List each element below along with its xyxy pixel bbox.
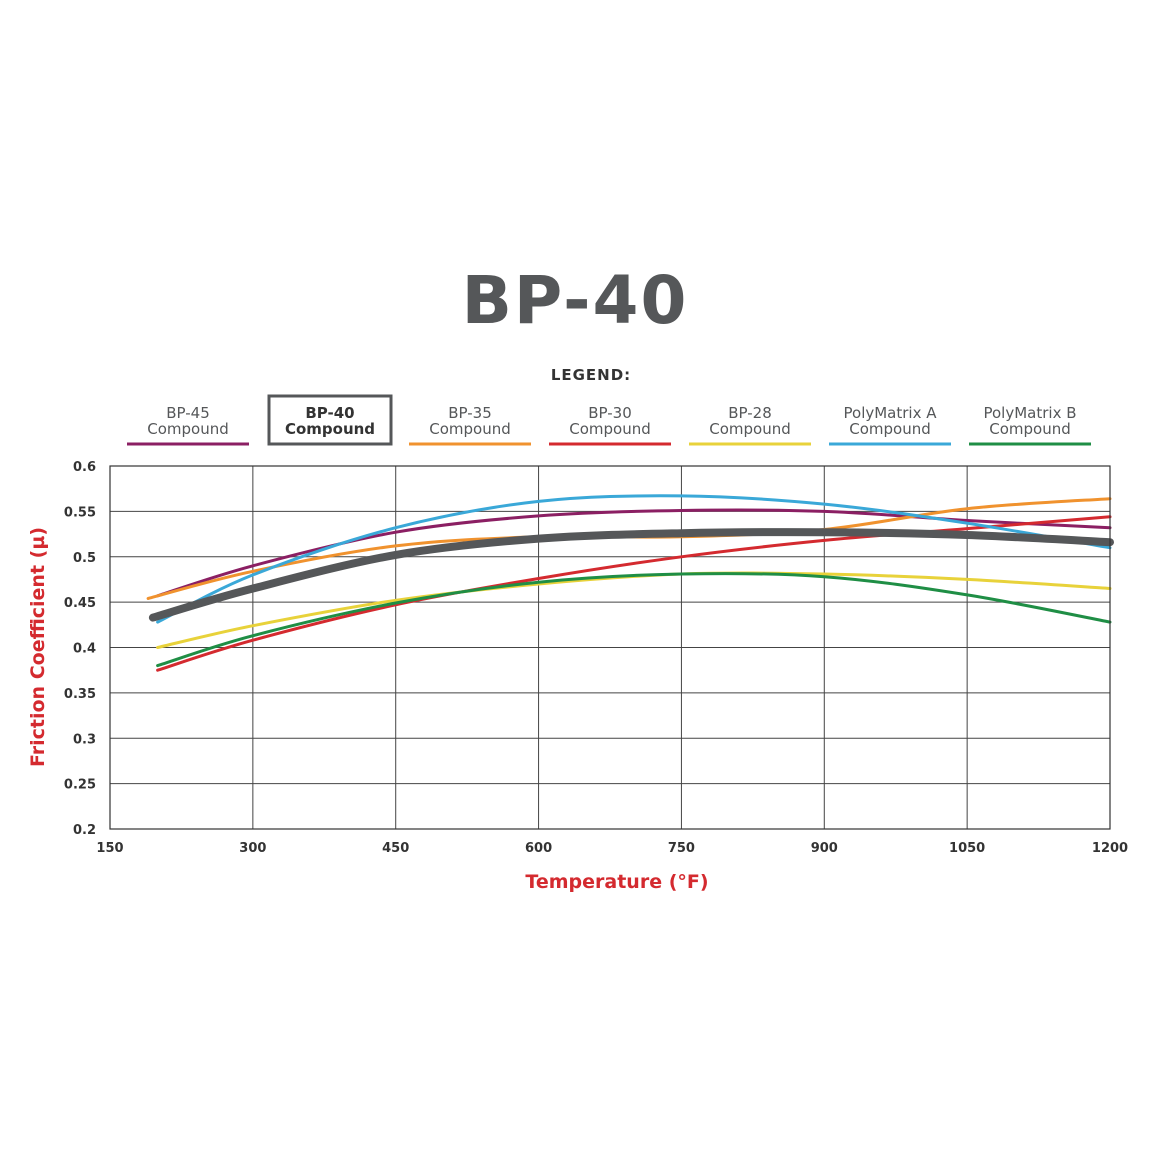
legend-label: BP-45 bbox=[166, 404, 210, 422]
legend-label: PolyMatrix A bbox=[844, 404, 938, 422]
y-tick-label: 0.4 bbox=[73, 642, 96, 657]
x-tick-label: 1200 bbox=[1092, 841, 1128, 856]
legend-highlight-box bbox=[267, 394, 393, 446]
legend-label: Compound bbox=[429, 420, 511, 438]
x-axis-label: Temperature (°F) bbox=[525, 871, 708, 893]
y-tick-label: 0.45 bbox=[64, 596, 96, 611]
y-tick-label: 0.3 bbox=[73, 732, 96, 747]
series-line-polymatrix-b bbox=[156, 572, 1112, 668]
x-tick-label: 750 bbox=[668, 841, 695, 856]
legend-label: Compound bbox=[285, 420, 375, 438]
series-line-bp-30 bbox=[156, 515, 1112, 672]
series-line-bp-40 bbox=[148, 528, 1114, 622]
y-axis-label: Friction Coefficient (µ) bbox=[27, 527, 49, 767]
legend: BP-45CompoundBP-40CompoundBP-35CompoundB… bbox=[127, 394, 1091, 446]
legend-label: Compound bbox=[709, 420, 791, 438]
legend-label: Compound bbox=[569, 420, 651, 438]
x-tick-label: 450 bbox=[382, 841, 409, 856]
y-tick-label: 0.5 bbox=[73, 551, 96, 566]
legend-label: Compound bbox=[147, 420, 229, 438]
legend-label: Compound bbox=[989, 420, 1071, 438]
axis-ticks: 150 300 450 600 750 900 1050 1200 0.2 0.25 0.3 0.35… bbox=[64, 460, 1128, 856]
x-tick-label: 900 bbox=[811, 841, 838, 856]
legend-label: BP-40 bbox=[305, 404, 354, 422]
y-tick-label: 0.6 bbox=[73, 460, 96, 475]
legend-label: PolyMatrix B bbox=[983, 404, 1076, 422]
series-line-bp-35 bbox=[146, 497, 1112, 600]
y-tick-label: 0.35 bbox=[64, 687, 96, 702]
y-tick-label: 0.55 bbox=[64, 505, 96, 520]
legend-title: LEGEND: bbox=[550, 366, 632, 384]
x-tick-label: 300 bbox=[239, 841, 266, 856]
series-line-polymatrix-a bbox=[156, 494, 1112, 624]
y-tick-label: 0.25 bbox=[64, 778, 96, 793]
legend-label: BP-28 bbox=[728, 404, 772, 422]
chart-title: BP-40 bbox=[461, 262, 689, 339]
x-tick-label: 600 bbox=[525, 841, 552, 856]
legend-label: BP-30 bbox=[588, 404, 632, 422]
x-tick-label: 150 bbox=[96, 841, 123, 856]
legend-label: Compound bbox=[849, 420, 931, 438]
series-lines bbox=[146, 494, 1114, 672]
x-tick-label: 1050 bbox=[949, 841, 985, 856]
legend-label: BP-35 bbox=[448, 404, 492, 422]
plot-frame bbox=[109, 465, 1111, 830]
y-tick-label: 0.2 bbox=[73, 823, 96, 838]
